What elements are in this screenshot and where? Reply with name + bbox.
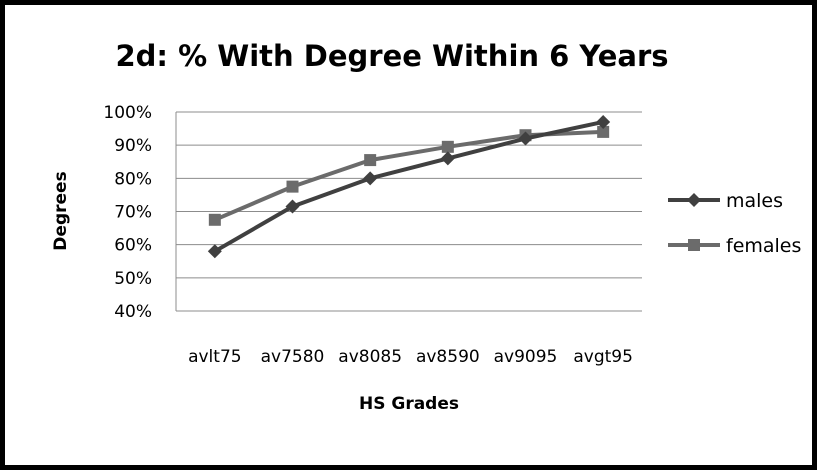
series-males (207, 114, 611, 259)
data-point (687, 193, 701, 207)
data-point (596, 114, 611, 129)
x-tick-label: av8590 (416, 347, 480, 367)
x-axis-label: HS Grades (359, 394, 459, 414)
data-point (441, 140, 454, 153)
data-point (518, 131, 533, 146)
data-point (688, 239, 700, 251)
y-tick-label: 80% (114, 169, 152, 189)
y-axis-label: Degrees (51, 171, 71, 250)
series-females (208, 125, 610, 226)
y-tick-label: 100% (103, 103, 152, 123)
y-tick-label: 60% (114, 236, 152, 256)
legend: males females (668, 190, 801, 257)
x-tick-label: avlt75 (188, 347, 242, 367)
y-tick-label: 40% (114, 302, 152, 322)
x-tick-label: av8085 (338, 347, 402, 367)
y-tick-labels: 40% 50% 60% 70% 80% 90% 100% (103, 103, 152, 322)
data-point (440, 151, 455, 166)
data-point (285, 199, 300, 214)
x-tick-label: avgt95 (573, 347, 633, 367)
series-line (213, 119, 604, 254)
legend-label: females (726, 235, 801, 257)
legend-item-females: females (668, 235, 801, 257)
y-tick-label: 70% (114, 203, 152, 223)
data-point (363, 171, 378, 186)
legend-label: males (726, 190, 783, 212)
data-point (597, 125, 610, 138)
chart-title: 2d: % With Degree Within 6 Years (115, 39, 668, 73)
data-point (207, 244, 222, 259)
y-tick-label: 50% (114, 269, 152, 289)
data-point (364, 154, 377, 167)
x-tick-label: av9095 (494, 347, 558, 367)
legend-item-males: males (668, 190, 783, 212)
data-point (286, 180, 299, 193)
y-tick-label: 90% (114, 136, 152, 156)
x-tick-label: av7580 (261, 347, 325, 367)
gridlines (175, 111, 642, 312)
data-point (208, 213, 221, 226)
series-group (207, 114, 611, 259)
x-tick-labels: avlt75 av7580 av8085 av8590 av9095 avgt95 (188, 347, 633, 367)
